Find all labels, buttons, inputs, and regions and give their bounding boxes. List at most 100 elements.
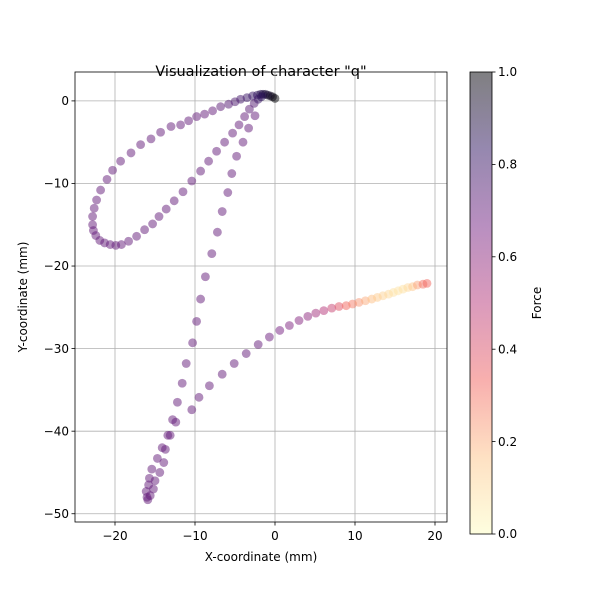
colorbar-tick-label: 0.6 bbox=[498, 250, 517, 264]
x-axis-label: X-coordinate (mm) bbox=[205, 550, 318, 564]
data-point bbox=[141, 487, 151, 496]
data-point bbox=[126, 148, 136, 158]
data-point bbox=[144, 480, 154, 490]
colorbar-tick-label: 0.8 bbox=[498, 158, 517, 172]
data-point bbox=[156, 127, 166, 137]
data-point bbox=[88, 212, 97, 221]
data-point bbox=[285, 321, 294, 330]
data-point bbox=[334, 302, 344, 311]
data-point bbox=[187, 176, 197, 186]
data-point bbox=[132, 231, 142, 241]
grid-lines bbox=[75, 72, 447, 522]
data-point bbox=[161, 204, 171, 214]
data-point bbox=[184, 116, 194, 126]
data-point bbox=[207, 249, 217, 259]
data-point bbox=[102, 174, 112, 184]
data-point bbox=[177, 378, 187, 388]
data-point bbox=[216, 102, 226, 112]
data-point bbox=[108, 165, 117, 175]
data-point bbox=[147, 464, 157, 474]
data-point bbox=[200, 109, 210, 119]
colorbar-ticks: 0.0 0.2 0.4 0.6 0.8 1.0 bbox=[492, 65, 517, 541]
data-point bbox=[204, 156, 214, 166]
data-point bbox=[168, 415, 178, 425]
x-tick-label: 10 bbox=[347, 529, 362, 543]
data-point bbox=[178, 187, 188, 197]
data-point bbox=[212, 146, 222, 156]
x-axis-ticks: −20 −10 0 10 20 bbox=[102, 522, 443, 543]
data-point bbox=[124, 236, 133, 246]
data-point bbox=[224, 99, 234, 109]
y-axis-ticks: 0 −10 −20 −30 −40 −50 bbox=[44, 94, 75, 521]
data-point bbox=[205, 381, 214, 391]
data-point bbox=[196, 294, 206, 304]
data-point bbox=[155, 468, 165, 477]
data-point bbox=[257, 92, 266, 102]
y-tick-label: −30 bbox=[44, 342, 69, 356]
plot-frame bbox=[74, 71, 448, 523]
x-tick-label: 0 bbox=[271, 529, 279, 543]
data-point bbox=[223, 188, 233, 197]
data-point bbox=[92, 195, 101, 205]
data-point bbox=[213, 227, 222, 237]
data-point bbox=[234, 120, 244, 130]
data-point bbox=[159, 458, 169, 467]
x-tick-label: −20 bbox=[102, 529, 127, 543]
x-tick-label: 20 bbox=[427, 529, 442, 543]
data-point bbox=[173, 397, 182, 407]
y-tick-label: −50 bbox=[44, 507, 69, 521]
data-point bbox=[140, 225, 150, 235]
data-point bbox=[176, 120, 186, 130]
colorbar-tick-label: 0.2 bbox=[498, 435, 517, 449]
colorbar-gradient bbox=[469, 71, 493, 535]
y-tick-label: −20 bbox=[44, 259, 69, 273]
data-point bbox=[116, 156, 125, 166]
data-point bbox=[250, 111, 260, 121]
data-point bbox=[208, 106, 218, 116]
data-point bbox=[241, 349, 251, 358]
data-point bbox=[136, 140, 146, 150]
data-point bbox=[294, 316, 304, 325]
colorbar-tick-label: 0.4 bbox=[498, 342, 517, 356]
data-point bbox=[232, 151, 242, 161]
data-point bbox=[228, 128, 238, 138]
data-point bbox=[327, 303, 337, 313]
data-point bbox=[227, 169, 237, 178]
data-point bbox=[240, 112, 250, 121]
data-point bbox=[229, 359, 239, 368]
x-tick-label: −10 bbox=[182, 529, 207, 543]
data-point bbox=[188, 338, 198, 348]
data-point bbox=[181, 359, 191, 368]
colorbar-tick-label: 1.0 bbox=[498, 65, 517, 79]
data-point bbox=[187, 405, 197, 415]
data-point bbox=[217, 207, 227, 216]
data-point bbox=[153, 454, 162, 463]
data-point bbox=[253, 340, 263, 349]
data-point bbox=[192, 316, 202, 326]
data-point bbox=[163, 430, 173, 440]
data-point bbox=[145, 473, 154, 483]
data-point bbox=[238, 137, 248, 147]
data-point bbox=[148, 219, 158, 229]
y-tick-label: 0 bbox=[61, 94, 69, 108]
data-point bbox=[422, 278, 432, 288]
data-point bbox=[169, 196, 179, 206]
data-point bbox=[146, 134, 156, 144]
data-point bbox=[275, 326, 285, 335]
data-point bbox=[166, 122, 176, 131]
y-tick-label: −10 bbox=[44, 177, 69, 191]
data-point bbox=[192, 112, 202, 121]
data-point bbox=[201, 272, 210, 282]
colorbar: 0.0 0.2 0.4 0.6 0.8 1.0 Force bbox=[469, 65, 544, 541]
data-point bbox=[265, 332, 274, 342]
data-point bbox=[220, 137, 230, 147]
data-point bbox=[96, 185, 105, 195]
data-point bbox=[154, 212, 164, 221]
data-point bbox=[196, 166, 206, 176]
data-point bbox=[217, 369, 227, 379]
colorbar-label: Force bbox=[530, 287, 544, 319]
data-point bbox=[303, 312, 313, 321]
colorbar-tick-label: 0.0 bbox=[498, 527, 517, 541]
